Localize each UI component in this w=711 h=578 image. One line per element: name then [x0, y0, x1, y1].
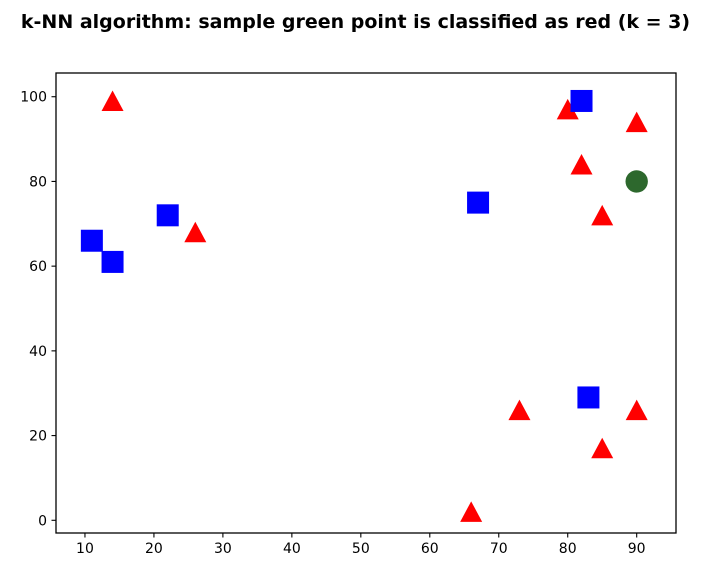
data-point-red-class-points — [570, 153, 593, 175]
data-point-sample-green-point — [625, 170, 648, 193]
data-point-red-class-points — [101, 90, 124, 111]
data-point-red-class-points — [591, 204, 614, 226]
x-axis-tick-label: 70 — [490, 541, 508, 557]
x-axis-tick-label: 80 — [559, 541, 577, 557]
x-axis-tick-label: 90 — [628, 541, 646, 557]
x-axis-tick-label: 60 — [421, 541, 439, 557]
x-axis-tick-label: 40 — [283, 541, 301, 557]
data-point-blue-class-points — [156, 204, 179, 227]
chart-title: k-NN algorithm: sample green point is cl… — [20, 11, 691, 33]
data-point-red-class-points — [591, 437, 614, 459]
data-point-red-class-points — [460, 501, 483, 522]
y-axis-tick-label: 20 — [29, 429, 47, 445]
data-point-blue-class-points — [80, 229, 103, 252]
data-point-blue-class-points — [101, 250, 124, 273]
y-axis-tick-label: 0 — [38, 513, 47, 529]
x-axis-tick-label: 30 — [214, 541, 232, 557]
data-point-blue-class-points — [570, 89, 593, 112]
y-axis-tick-label: 80 — [29, 174, 47, 190]
data-point-red-class-points — [625, 399, 648, 421]
data-point-red-class-points — [625, 111, 648, 133]
y-axis-tick-label: 100 — [20, 90, 47, 106]
axes-box — [55, 72, 677, 534]
data-point-blue-class-points — [577, 386, 600, 409]
x-axis-tick-label: 20 — [145, 541, 163, 557]
data-point-red-class-points — [508, 399, 531, 421]
x-axis-tick-label: 10 — [76, 541, 94, 557]
data-point-red-class-points — [556, 98, 579, 120]
y-axis-tick-label: 60 — [29, 259, 47, 275]
data-point-red-class-points — [184, 221, 207, 243]
data-point-blue-class-points — [467, 191, 490, 214]
y-axis-tick-label: 40 — [29, 344, 47, 360]
x-axis-tick-label: 50 — [352, 541, 370, 557]
